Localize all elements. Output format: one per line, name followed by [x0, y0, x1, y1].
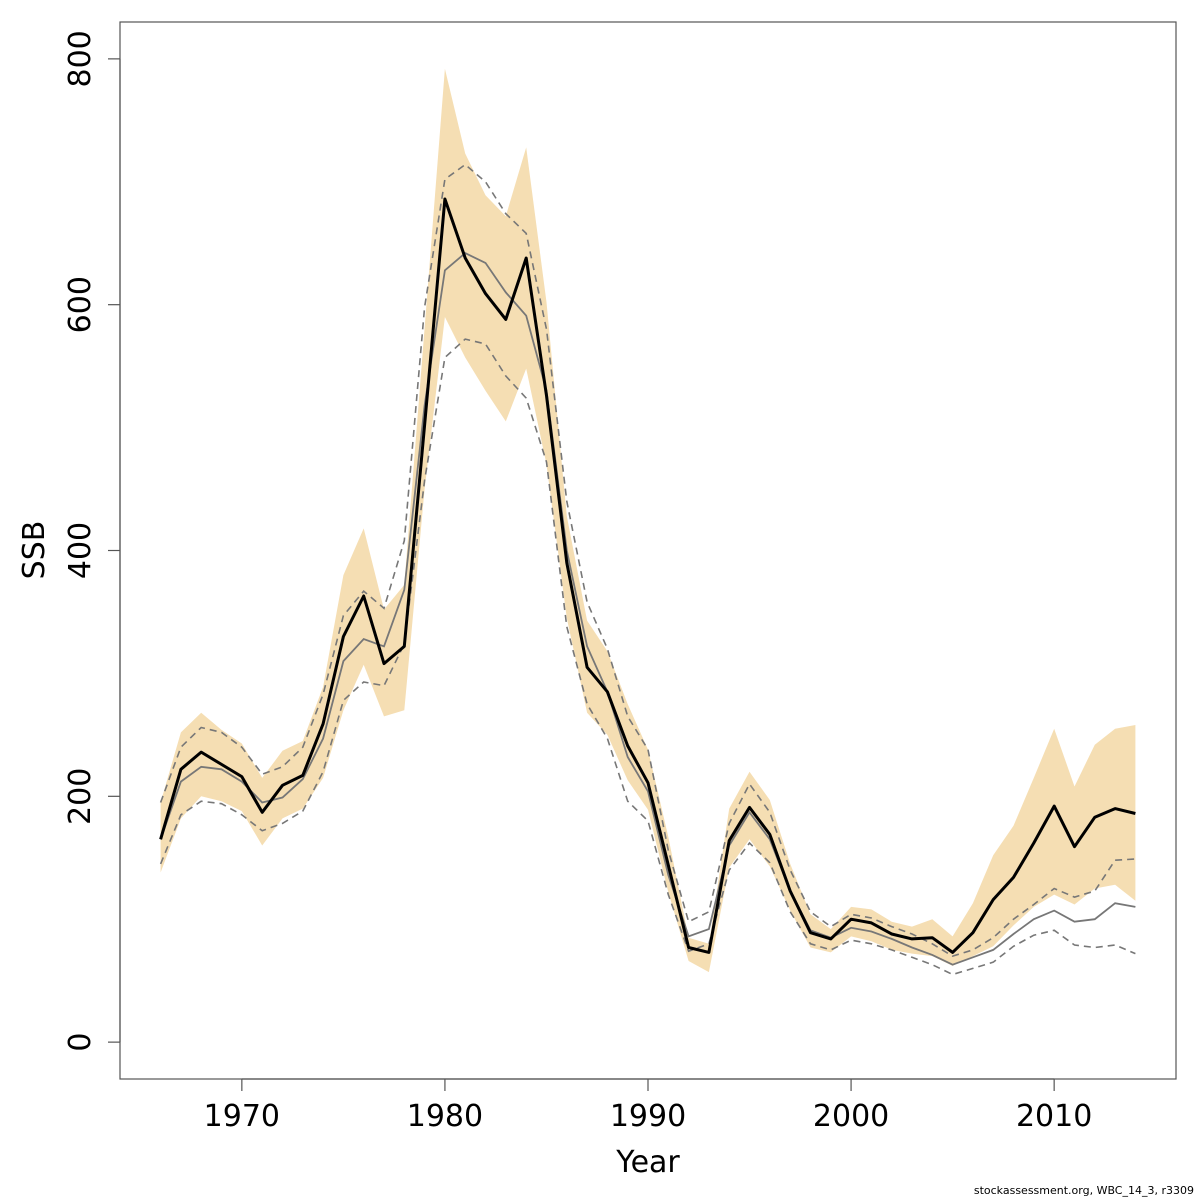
series-previous-lower-line — [159, 338, 1136, 976]
y-axis-title: SSB — [17, 521, 52, 580]
y-tick-label-200: 200 — [63, 768, 98, 825]
x-tick-label-1970: 1970 — [204, 1099, 280, 1134]
y-tick-label-600: 600 — [63, 276, 98, 333]
x-tick-label-2000: 2000 — [813, 1099, 889, 1134]
x-tick-label-1990: 1990 — [610, 1099, 686, 1134]
series-estimate-line — [159, 197, 1136, 954]
plot-area — [159, 68, 1136, 976]
confidence-band — [160, 68, 1136, 973]
x-axis-title: Year — [615, 1145, 680, 1180]
series-previous-upper-line — [159, 163, 1136, 957]
footer-note: stockassessment.org, WBC_14_3, r3309 — [973, 1184, 1194, 1197]
y-tick-label-800: 800 — [63, 30, 98, 87]
series-previous-line — [159, 252, 1136, 966]
x-tick-label-2010: 2010 — [1016, 1099, 1092, 1134]
x-tick-label-1980: 1980 — [407, 1099, 483, 1134]
y-tick-label-400: 400 — [63, 522, 98, 579]
axes: 1970 1980 1990 2000 2010 0 200 400 600 800 — [63, 30, 1092, 1134]
y-tick-label-0: 0 — [63, 1033, 98, 1052]
